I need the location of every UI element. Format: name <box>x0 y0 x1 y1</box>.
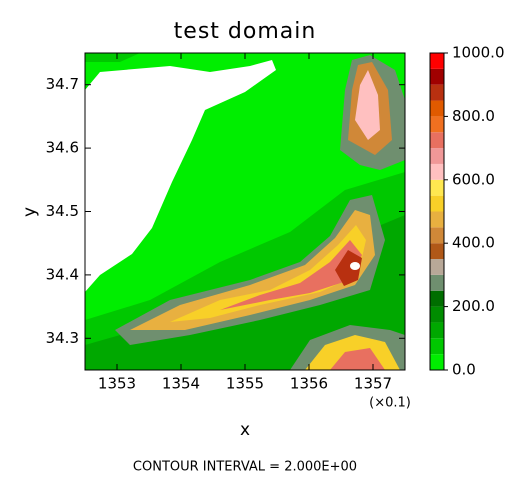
y-tick-label: 34.3 <box>46 329 79 347</box>
x-scale-note: (×0.1) <box>369 396 411 411</box>
y-tick-label: 34.7 <box>46 75 79 93</box>
colorbar-segment <box>430 132 444 149</box>
sea <box>85 60 276 292</box>
colorbar-segment <box>430 68 444 85</box>
colorbar-tick-label: 400.0 <box>452 234 495 252</box>
colorbar-segment <box>430 211 444 228</box>
colorbar-segment <box>430 179 444 196</box>
y-axis-label: y <box>20 207 40 217</box>
colorbar-segment <box>430 100 444 117</box>
colorbar-segment <box>430 84 444 101</box>
colorbar-segment <box>430 290 444 307</box>
peak <box>335 250 362 286</box>
colorbar-segment <box>430 148 444 164</box>
colorbar-segment <box>430 163 444 180</box>
colorbar-tick-label: 0.0 <box>452 361 476 379</box>
ridge <box>330 348 385 370</box>
x-tick-label: 1354 <box>162 375 200 393</box>
colorbar-segment <box>430 243 444 260</box>
x-tick-label: 1355 <box>226 375 264 393</box>
colorbar-segment <box>430 116 444 133</box>
x-axis-label: x <box>240 420 250 440</box>
colorbar-segment <box>430 53 444 69</box>
x-tick-label: 1357 <box>354 375 392 393</box>
peak <box>350 262 360 270</box>
y-tick-label: 34.4 <box>46 265 79 283</box>
colorbar-segment <box>430 274 444 291</box>
y-tick-label: 34.5 <box>46 202 79 220</box>
colorbar-tick-label: 200.0 <box>452 297 495 315</box>
colorbar-frame <box>429 52 445 371</box>
colorbar-segment <box>430 227 444 244</box>
colorbar-segment <box>430 195 444 212</box>
colorbar-segment <box>430 259 444 275</box>
footer: CONTOUR INTERVAL = 2.000E+00 <box>133 460 357 475</box>
colorbar-segment <box>430 306 444 323</box>
colorbar-tick-label: 800.0 <box>452 107 495 125</box>
colorbar-tick-label: 1000.0 <box>452 44 505 62</box>
terrain-field <box>84 52 406 371</box>
colorbar-tick-label: 600.0 <box>452 170 495 188</box>
colorbar-segment <box>430 338 444 355</box>
y-tick-label: 34.6 <box>46 139 79 157</box>
x-tick-label: 1353 <box>98 375 136 393</box>
colorbar-segment <box>430 354 444 370</box>
ridge <box>220 240 362 310</box>
colorbar-segment <box>430 322 444 339</box>
x-tick-label: 1356 <box>290 375 328 393</box>
ridge <box>355 70 380 140</box>
chart-title: test domain <box>174 19 317 44</box>
terrain-band <box>85 53 140 62</box>
